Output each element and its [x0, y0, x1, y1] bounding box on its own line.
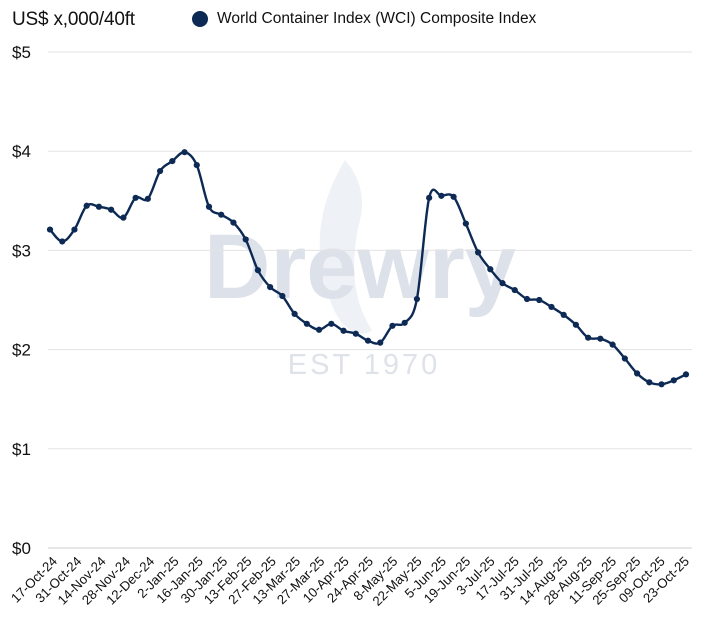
data-point — [621, 355, 628, 362]
data-point — [156, 167, 164, 175]
data-point — [267, 284, 274, 291]
data-point — [389, 322, 396, 329]
data-point — [597, 335, 604, 342]
data-point — [59, 238, 66, 245]
data-point — [633, 370, 641, 377]
data-point — [572, 321, 580, 328]
data-point — [682, 371, 690, 378]
data-point — [230, 219, 237, 226]
data-point — [46, 226, 54, 233]
y-tick-label: $2 — [12, 341, 31, 360]
legend-marker-icon — [192, 11, 208, 27]
y-tick-label: $0 — [12, 539, 31, 558]
data-point — [83, 202, 90, 209]
flame-logo-icon — [319, 160, 372, 334]
data-point — [548, 303, 555, 311]
y-axis-unit-label: US$ x,000/40ft — [12, 9, 135, 30]
data-point — [646, 379, 653, 386]
data-point — [193, 161, 200, 169]
data-point — [474, 249, 482, 256]
data-point — [218, 211, 225, 218]
data-point — [120, 214, 127, 221]
data-point — [609, 341, 616, 348]
data-point — [144, 195, 151, 202]
data-point — [340, 327, 347, 334]
watermark-tagline: EST 1970 — [288, 349, 440, 381]
data-point — [462, 220, 469, 227]
data-point — [523, 295, 531, 303]
data-point — [364, 337, 372, 344]
data-point — [132, 194, 139, 201]
data-point — [291, 310, 298, 317]
data-point — [585, 334, 592, 341]
data-point — [499, 280, 506, 287]
data-point — [487, 266, 494, 273]
data-point — [450, 193, 457, 200]
y-grid — [48, 51, 692, 549]
legend: World Container Index (WCI) Composite In… — [192, 10, 536, 28]
data-point — [169, 158, 176, 165]
data-point — [71, 226, 78, 233]
data-point — [352, 330, 359, 337]
data-point — [181, 149, 188, 156]
data-point — [315, 326, 323, 333]
watermark: Drewry EST 1970 — [204, 160, 516, 381]
series-wci — [46, 149, 690, 388]
data-point — [328, 320, 335, 327]
data-point — [560, 311, 567, 318]
data-point — [658, 381, 665, 388]
legend-label: World Container Index (WCI) Composite In… — [217, 10, 537, 27]
data-point — [108, 206, 115, 213]
data-point — [279, 292, 286, 300]
data-point — [670, 377, 677, 384]
y-tick-label: $3 — [12, 241, 31, 260]
data-point — [413, 295, 421, 303]
data-point — [511, 286, 518, 294]
y-axis: $0 $1 $2 $3 $4 $5 — [12, 43, 31, 558]
data-point — [242, 236, 249, 243]
data-point — [401, 319, 408, 326]
y-tick-label: $1 — [12, 440, 31, 459]
y-tick-label: $4 — [12, 142, 31, 161]
y-tick-label: $5 — [12, 43, 31, 62]
data-point — [205, 203, 213, 210]
data-point — [438, 192, 445, 199]
x-axis: 17-Oct-2431-Oct-2414-Nov-2428-Nov-2412-D… — [8, 554, 692, 609]
data-point — [426, 194, 433, 201]
data-point — [303, 320, 310, 327]
data-point — [254, 267, 262, 274]
data-point — [377, 339, 384, 346]
data-point — [536, 296, 543, 304]
data-point — [95, 203, 103, 210]
